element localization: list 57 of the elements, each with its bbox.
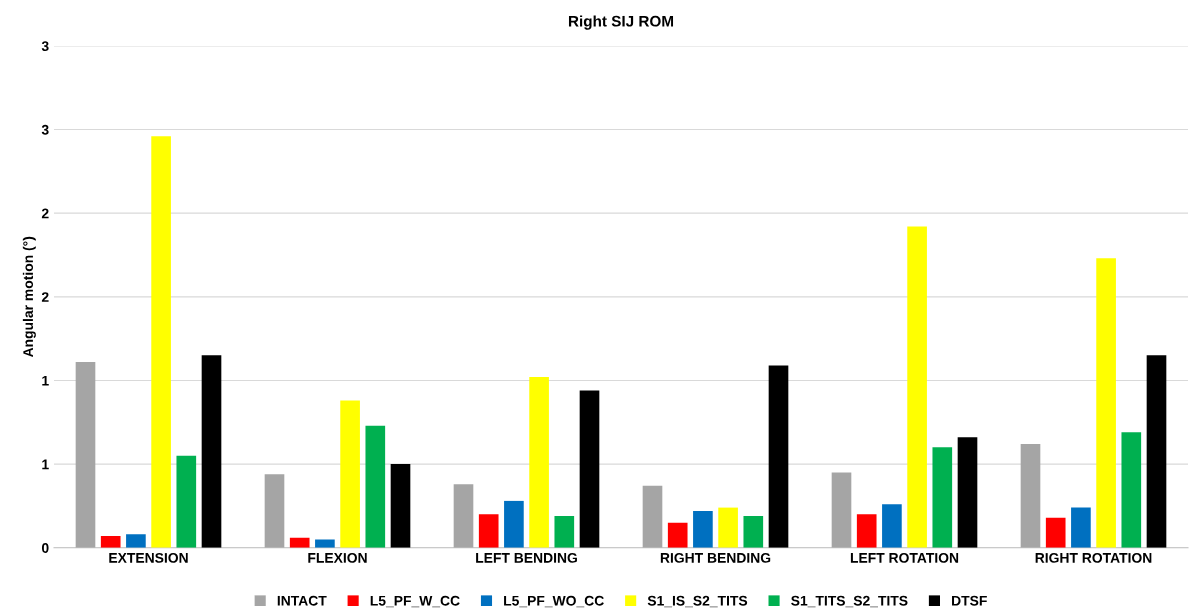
bar — [390, 464, 411, 548]
bar — [1096, 258, 1116, 548]
bar — [831, 472, 852, 548]
bar — [642, 485, 663, 548]
y-tick-label: 0 — [41, 543, 49, 553]
bar — [554, 515, 575, 548]
y-tick-label: 1 — [42, 375, 49, 386]
y-axis-title: Angular motion (°) — [22, 236, 36, 358]
bar — [453, 484, 474, 548]
legend-label: DTSF — [952, 595, 987, 606]
chart-title: Right SIJ ROM — [568, 15, 674, 30]
y-tick-label: 3 — [41, 41, 49, 52]
bar — [882, 504, 902, 548]
bar — [1146, 355, 1167, 548]
bar — [1020, 444, 1041, 548]
legend-label: L5_PF_W_CC — [370, 595, 460, 608]
bar — [289, 537, 310, 548]
bar — [176, 455, 197, 548]
legend-label: S1_TITS_S2_TITS — [791, 595, 908, 608]
bar — [667, 522, 688, 548]
bar — [75, 362, 96, 548]
bar — [1045, 517, 1066, 548]
bar — [264, 474, 285, 548]
legend-label: S1_IS_S2_TITS — [647, 595, 748, 608]
y-tick-label: 3 — [41, 124, 49, 135]
bar — [529, 377, 549, 548]
x-tick-label: LEFT ROTATION — [850, 552, 959, 563]
bar — [478, 514, 499, 548]
x-tick-label: RIGHT ROTATION — [1035, 552, 1152, 563]
bar — [907, 226, 927, 548]
bar — [365, 425, 386, 548]
x-tick-label: RIGHT BENDING — [660, 552, 771, 563]
bar — [768, 365, 789, 548]
y-tick-label: 2 — [41, 292, 49, 302]
x-tick-label: EXTENSION — [109, 552, 188, 563]
bar — [201, 355, 222, 548]
y-tick-label: 2 — [41, 208, 49, 219]
bar — [340, 400, 360, 548]
bar — [126, 534, 146, 548]
bar — [718, 507, 738, 548]
bar — [957, 437, 978, 548]
bar — [579, 390, 600, 548]
bar — [315, 539, 335, 548]
bar — [504, 500, 524, 548]
bar — [743, 515, 764, 548]
bar — [1071, 507, 1091, 548]
legend-label: INTACT — [277, 595, 327, 606]
bar — [1121, 432, 1142, 548]
y-tick-label: 1 — [42, 459, 49, 470]
x-tick-label: FLEXION — [308, 552, 367, 563]
x-tick-label: LEFT BENDING — [476, 552, 577, 563]
bar — [151, 136, 171, 548]
bar — [932, 447, 953, 548]
bar — [856, 514, 877, 548]
bar — [693, 510, 713, 548]
bar — [100, 536, 121, 548]
legend-label: L5_PF_WO_CC — [504, 595, 604, 608]
